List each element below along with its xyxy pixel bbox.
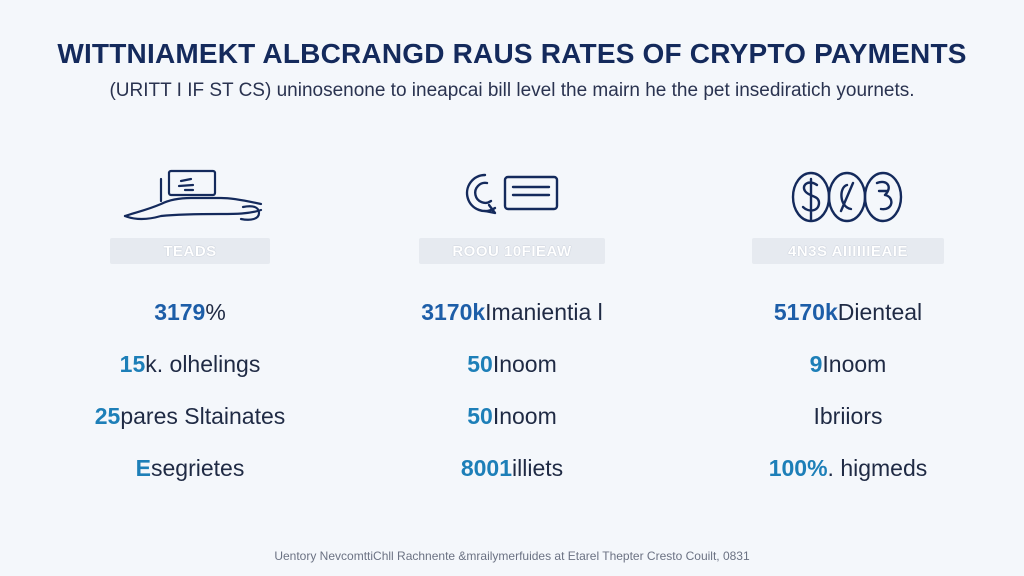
stat-label: . higmeds — [827, 454, 928, 481]
stat-row: 3179% — [154, 286, 226, 338]
stat-row: 100%. higmeds — [769, 442, 928, 494]
stat-value: 50 — [467, 350, 493, 377]
stat-label: Inoom — [492, 402, 557, 429]
stat-value: 15 — [119, 350, 146, 377]
stat-label: illiets — [512, 454, 564, 481]
stat-label: Inoom — [492, 350, 557, 377]
page-title: WITTNIAMEKT ALBCRANGD RAUS RATES OF CRYP… — [57, 38, 967, 69]
stat-row: 50 Inoom — [467, 390, 557, 442]
stat-value: 3170k — [421, 298, 486, 325]
column-3: 4N3S AIIIIIIEAIE 5170k Dienteal 9 Inoom … — [698, 158, 998, 494]
stat-label: pares Sltainates — [120, 402, 286, 429]
stat-label: Ibriiors — [813, 402, 883, 429]
stat-row: 15 k. olhelings — [120, 338, 261, 390]
stat-value: 3179 — [154, 298, 206, 325]
stat-label: k. olhelings — [145, 350, 261, 377]
column-1: TEADS 3179% 15 k. olhelings 25 pares Sltai… — [40, 158, 340, 494]
stat-row: 50 Inoom — [467, 338, 557, 390]
stat-row: 5170k Dienteal — [774, 286, 922, 338]
stat-value: E — [135, 454, 151, 481]
stat-row: 8001 illiets — [461, 442, 563, 494]
stat-value: 100% — [768, 454, 828, 481]
stat-value: 8001 — [460, 454, 513, 481]
stats-list: 5170k Dienteal 9 Inoom Ibriiors 100%. hi… — [769, 286, 928, 494]
stats-list: 3170k Imanientia l 50 Inoom 50 Inoom 800… — [421, 286, 603, 494]
stat-value: 9 — [809, 350, 823, 377]
stat-label: segrietes — [151, 454, 245, 481]
category-badge: 4N3S AIIIIIIEAIE — [752, 238, 944, 264]
category-badge: TEADS — [110, 238, 270, 264]
stat-label: Inoom — [822, 350, 887, 377]
stat-label: Imanientia l — [485, 298, 603, 325]
stat-label: % — [205, 298, 226, 325]
stat-row: 25 pares Sltainates — [95, 390, 286, 442]
stat-value: 50 — [467, 402, 493, 429]
stat-row: 3170k Imanientia l — [421, 286, 603, 338]
stat-value: 5170k — [773, 298, 838, 325]
hand-device-icon — [115, 158, 265, 234]
stat-label: Dienteal — [837, 298, 923, 325]
page-subtitle: (URITT I IF ST CS) uninosenone to ineapc… — [109, 80, 915, 101]
coins-icon — [783, 158, 913, 234]
category-badge: ROOU 10FIEAW — [419, 238, 605, 264]
footer-note: Uentory NevcomttiChll Rachnente &mrailym… — [274, 549, 750, 563]
stat-row: Ibriiors — [813, 390, 882, 442]
stats-list: 3179% 15 k. olhelings 25 pares Sltainates … — [95, 286, 286, 494]
stat-value: 25 — [94, 402, 121, 429]
card-chip-icon — [457, 158, 567, 234]
stat-row: 9 Inoom — [810, 338, 887, 390]
column-2: ROOU 10FIEAW 3170k Imanientia l 50 Inoom… — [362, 158, 662, 494]
